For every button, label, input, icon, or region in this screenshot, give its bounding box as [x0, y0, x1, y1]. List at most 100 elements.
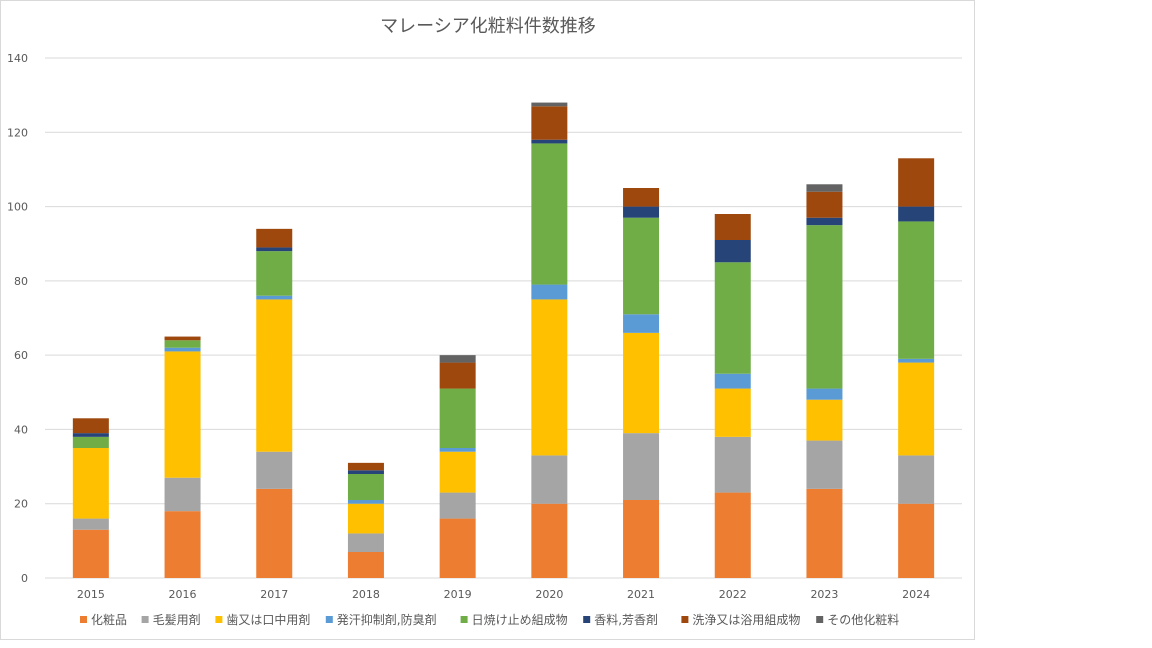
bar-segment [439, 492, 476, 519]
x-tick-label: 2018 [352, 588, 380, 601]
y-tick-label: 80 [14, 275, 28, 288]
bar-segment [714, 436, 751, 493]
bar-segment [164, 477, 201, 512]
bar-segment [164, 336, 201, 341]
bar-segment [439, 451, 476, 493]
bar-segment [898, 455, 935, 504]
bar-segment [714, 373, 751, 389]
bar-segment [439, 388, 476, 448]
legend-label: 香料,芳香剤 [594, 612, 658, 627]
bar-segment [898, 206, 935, 222]
bar-segment [806, 184, 843, 192]
bar-segment [347, 462, 384, 471]
legend-swatch [215, 616, 223, 623]
legend-label: 歯又は口中用剤 [226, 612, 310, 627]
bar-segment [714, 214, 751, 240]
x-tick-label: 2016 [169, 588, 197, 601]
bar-segment [806, 388, 843, 400]
bar-segment [347, 503, 384, 534]
bar-segment [623, 188, 660, 207]
bar-segment [531, 143, 568, 285]
bar-segment [806, 217, 843, 226]
y-tick-label: 60 [14, 349, 28, 362]
bar-segment [347, 533, 384, 552]
bar-segment [164, 340, 201, 348]
bar-segment [256, 299, 293, 452]
x-tick-label: 2017 [260, 588, 288, 601]
bar-segment [256, 247, 293, 252]
bar-segment [72, 418, 109, 434]
y-tick-label: 120 [7, 126, 28, 139]
bar-segment [531, 106, 568, 140]
legend-label: 化粧品 [91, 613, 127, 627]
bar-segment [806, 191, 843, 218]
bar-segment [714, 388, 751, 437]
y-tick-label: 140 [7, 52, 28, 65]
bar-segment [256, 451, 293, 489]
bar-segment [806, 488, 843, 578]
bar-segment [72, 433, 109, 437]
bar-segment [623, 332, 660, 434]
bar-segment [164, 511, 201, 578]
bar-segment [347, 474, 384, 500]
legend-swatch [325, 616, 333, 623]
bar-segment [898, 503, 935, 578]
legend-label: その他化粧料 [827, 613, 899, 627]
bar-segment [347, 552, 384, 578]
x-tick-label: 2022 [719, 588, 747, 601]
bar-segment [72, 436, 109, 448]
bar-segment [531, 284, 568, 300]
bar-segment [714, 492, 751, 578]
legend-label: 毛髪用剤 [153, 612, 201, 627]
bar-segment [347, 470, 384, 474]
bar-segment [531, 139, 568, 144]
bar-segment [806, 225, 843, 389]
legend-swatch [80, 616, 87, 623]
bar-segment [347, 500, 384, 504]
bar-segment [898, 158, 935, 207]
bar-segment [806, 440, 843, 489]
bar-segment [164, 351, 201, 478]
bar-segment [898, 221, 935, 359]
bar-segment [256, 295, 293, 300]
x-tick-label: 2021 [627, 588, 655, 601]
bar-segment [714, 240, 751, 263]
legend-swatch [583, 616, 591, 623]
bar-segment [531, 102, 568, 107]
chart-title: マレーシア化粧料件数推移 [380, 16, 596, 37]
bar-segment [623, 433, 660, 500]
x-tick-label: 2023 [810, 588, 838, 601]
bar-segment [531, 299, 568, 456]
legend-swatch [816, 616, 824, 623]
legend-swatch [681, 616, 689, 623]
bar-segment [439, 518, 476, 578]
x-tick-label: 2020 [535, 588, 563, 601]
legend-swatch [460, 616, 468, 623]
x-tick-label: 2019 [444, 588, 472, 601]
x-tick-label: 2024 [902, 588, 930, 601]
bar-segment [256, 251, 293, 296]
bar-segment [531, 503, 568, 578]
legend-label: 発汗抑制剤,防臭剤 [337, 612, 437, 627]
bar-segment [623, 314, 660, 333]
bar-segment [256, 488, 293, 578]
y-tick-label: 0 [21, 572, 28, 585]
legend-label: 洗浄又は浴用組成物 [692, 613, 800, 627]
bar-segment [72, 518, 109, 530]
bar-segment [898, 362, 935, 456]
bar-segment [439, 362, 476, 389]
bar-segment [72, 448, 109, 519]
bar-segment [164, 347, 201, 352]
bar-segment [623, 206, 660, 218]
bar-segment [72, 529, 109, 578]
y-tick-label: 40 [14, 423, 28, 436]
chart-frame [0, 0, 975, 640]
y-tick-label: 20 [14, 498, 28, 511]
y-tick-label: 100 [7, 201, 28, 214]
bar-segment [806, 399, 843, 441]
legend-label: 日焼け止め組成物 [472, 613, 568, 627]
bar-segment [898, 358, 935, 363]
bar-segment [439, 448, 476, 452]
x-tick-label: 2015 [77, 588, 105, 601]
